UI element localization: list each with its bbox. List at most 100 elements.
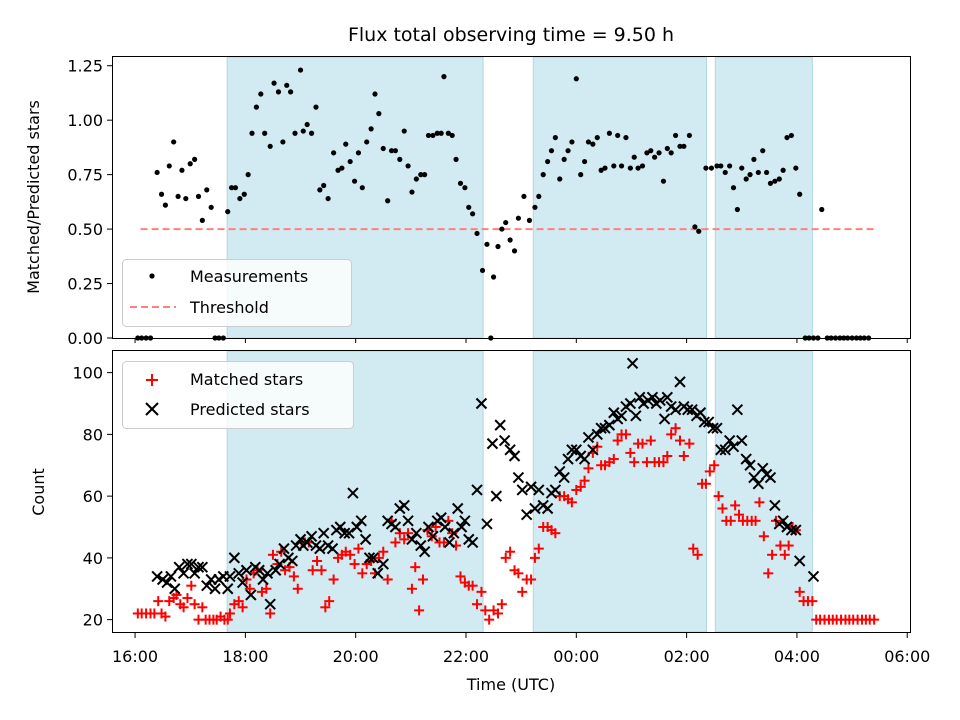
measurement-point xyxy=(325,195,331,202)
measurement-point xyxy=(602,165,608,171)
predicted-star-point xyxy=(591,428,603,441)
predicted-star-point xyxy=(723,434,736,447)
measurement-point xyxy=(490,274,497,280)
measurement-point xyxy=(521,193,527,200)
measurement-point xyxy=(284,82,290,88)
predicted-star-point xyxy=(448,527,460,539)
measurement-point xyxy=(714,163,720,169)
measurement-point xyxy=(405,163,411,169)
measurement-point xyxy=(292,130,298,136)
matched-star-point xyxy=(467,580,478,591)
matched-star-point xyxy=(608,454,619,465)
measurement-point xyxy=(413,176,419,182)
top-legend: Measurements Threshold xyxy=(122,259,352,327)
predicted-star-point xyxy=(702,416,715,428)
measurement-point xyxy=(696,228,702,234)
measurement-point xyxy=(515,215,521,221)
measurement-point xyxy=(793,165,799,171)
matched-star-point xyxy=(316,565,327,576)
predicted-star-point xyxy=(634,391,646,404)
predicted-star-point xyxy=(402,515,414,527)
predicted-star-point xyxy=(582,431,595,444)
predicted-star-point xyxy=(669,403,682,416)
matched-star-point xyxy=(261,583,272,594)
measurement-point xyxy=(511,248,518,254)
measurement-point xyxy=(644,150,650,156)
predicted-star-point xyxy=(257,573,269,586)
measurement-point xyxy=(552,134,558,141)
measurement-point xyxy=(479,267,486,274)
predicted-star-point xyxy=(261,567,274,580)
top-y-ticks: 0.00 0.25 0.50 0.75 1.00 1.25 xyxy=(67,57,113,348)
x-tick-label: 16:00 xyxy=(112,647,158,666)
matched-star-point xyxy=(410,562,421,573)
measurement-point xyxy=(668,150,674,156)
measurement-point xyxy=(385,198,391,204)
measurement-point xyxy=(772,178,778,184)
x-tick-label: 18:00 xyxy=(222,647,268,666)
matched-star-point xyxy=(189,599,200,610)
measurement-point xyxy=(484,241,490,247)
matched-star-point xyxy=(182,593,193,604)
predicted-stars-points xyxy=(151,357,820,610)
legend-threshold-label: Threshold xyxy=(189,298,269,317)
bottom-shaded-interval-2 xyxy=(714,350,813,633)
predicted-star-point xyxy=(435,512,447,524)
measurement-point xyxy=(232,185,239,191)
measurement-point xyxy=(495,243,501,250)
measurement-point xyxy=(784,134,790,141)
matched-star-point xyxy=(222,614,233,625)
predicted-star-point xyxy=(181,558,194,570)
measurement-point xyxy=(441,74,447,80)
predicted-star-point xyxy=(686,403,698,416)
predicted-star-point xyxy=(554,465,566,478)
measurement-point xyxy=(708,165,715,171)
measurement-point xyxy=(739,165,745,171)
predicted-star-point xyxy=(715,444,727,456)
measurement-point xyxy=(347,158,353,165)
matched-star-point xyxy=(670,423,681,434)
predicted-star-point xyxy=(719,444,731,456)
predicted-star-point xyxy=(764,471,777,484)
predicted-star-point xyxy=(410,527,423,539)
matched-star-point xyxy=(700,478,711,489)
predicted-star-point xyxy=(698,416,710,428)
predicted-star-point xyxy=(224,570,236,583)
predicted-star-point xyxy=(711,422,723,434)
measurement-point xyxy=(288,89,294,95)
predicted-star-point xyxy=(549,484,562,496)
matched-star-point xyxy=(390,537,401,548)
matched-star-point xyxy=(265,608,276,619)
measurement-point xyxy=(573,76,579,82)
predicted-star-point xyxy=(731,403,744,416)
predicted-star-point xyxy=(377,558,389,570)
predicted-star-point xyxy=(359,533,372,546)
top-plot-frame xyxy=(112,56,911,339)
measurement-point xyxy=(734,206,740,213)
predicted-star-point xyxy=(270,564,282,576)
measurement-point xyxy=(422,172,428,178)
predicted-star-point xyxy=(188,567,201,580)
matched-star-point xyxy=(292,583,303,594)
matched-star-point xyxy=(378,546,389,557)
measurement-point xyxy=(430,132,436,139)
measurement-point xyxy=(561,156,567,162)
matched-star-point xyxy=(529,552,540,563)
matched-star-point xyxy=(754,497,765,508)
predicted-star-point xyxy=(494,419,506,431)
matched-star-point xyxy=(750,515,761,526)
matched-star-point xyxy=(658,457,669,468)
predicted-star-point xyxy=(228,552,241,564)
bottom-shaded-interval-1 xyxy=(532,350,707,633)
matched-star-point xyxy=(583,463,594,474)
matched-star-point xyxy=(637,438,648,449)
predicted-star-point xyxy=(222,583,234,595)
predicted-star-point xyxy=(777,515,789,527)
measurement-point xyxy=(372,91,378,97)
predicted-star-point xyxy=(807,570,820,583)
measurement-point xyxy=(351,178,358,184)
measurement-point xyxy=(635,165,641,171)
predicted-star-point xyxy=(245,589,257,601)
predicted-star-point xyxy=(595,422,607,434)
measurement-point xyxy=(760,148,766,154)
